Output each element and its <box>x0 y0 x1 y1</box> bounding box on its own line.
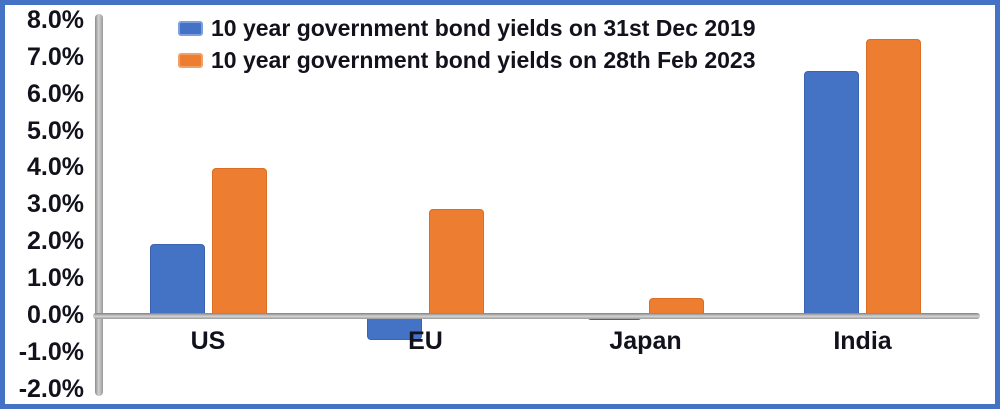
bar-india-2019 <box>804 70 859 316</box>
y-tick-label: 4.0% <box>27 153 84 182</box>
category-label-us: US <box>190 327 226 355</box>
category-label-japan: Japan <box>609 327 682 355</box>
legend-swatch-2023-icon <box>178 52 203 68</box>
y-tick-label: -1.0% <box>18 337 84 366</box>
legend: 10 year government bond yields on 31st D… <box>178 12 756 76</box>
bar-us-2019 <box>149 244 205 316</box>
y-tick-label: 0.0% <box>27 301 84 329</box>
legend-label-2023: 10 year government bond yields on 28th F… <box>211 46 756 73</box>
y-tick-label: -2.0% <box>18 374 84 403</box>
category-label-eu: EU <box>408 327 443 355</box>
bar-us-2023 <box>211 168 267 316</box>
bar-india-2023 <box>866 39 921 316</box>
y-tick-label: 5.0% <box>27 116 84 145</box>
legend-item-2019: 10 year government bond yields on 31st D… <box>178 12 756 44</box>
y-tick-label: 8.0% <box>27 5 84 34</box>
legend-swatch-2019-icon <box>178 20 203 36</box>
y-tick-label: 7.0% <box>27 42 84 71</box>
y-axis-line <box>95 14 103 396</box>
y-tick-label: 2.0% <box>27 227 84 256</box>
legend-item-2023: 10 year government bond yields on 28th F… <box>178 44 756 76</box>
legend-label-2019: 10 year government bond yields on 31st D… <box>211 14 756 41</box>
y-tick-label: 6.0% <box>27 79 84 108</box>
x-axis-line <box>93 313 980 319</box>
bar-eu-2023 <box>429 208 484 316</box>
y-tick-label: 1.0% <box>27 264 84 293</box>
y-tick-label: 3.0% <box>27 190 84 219</box>
category-label-india: India <box>833 327 892 355</box>
